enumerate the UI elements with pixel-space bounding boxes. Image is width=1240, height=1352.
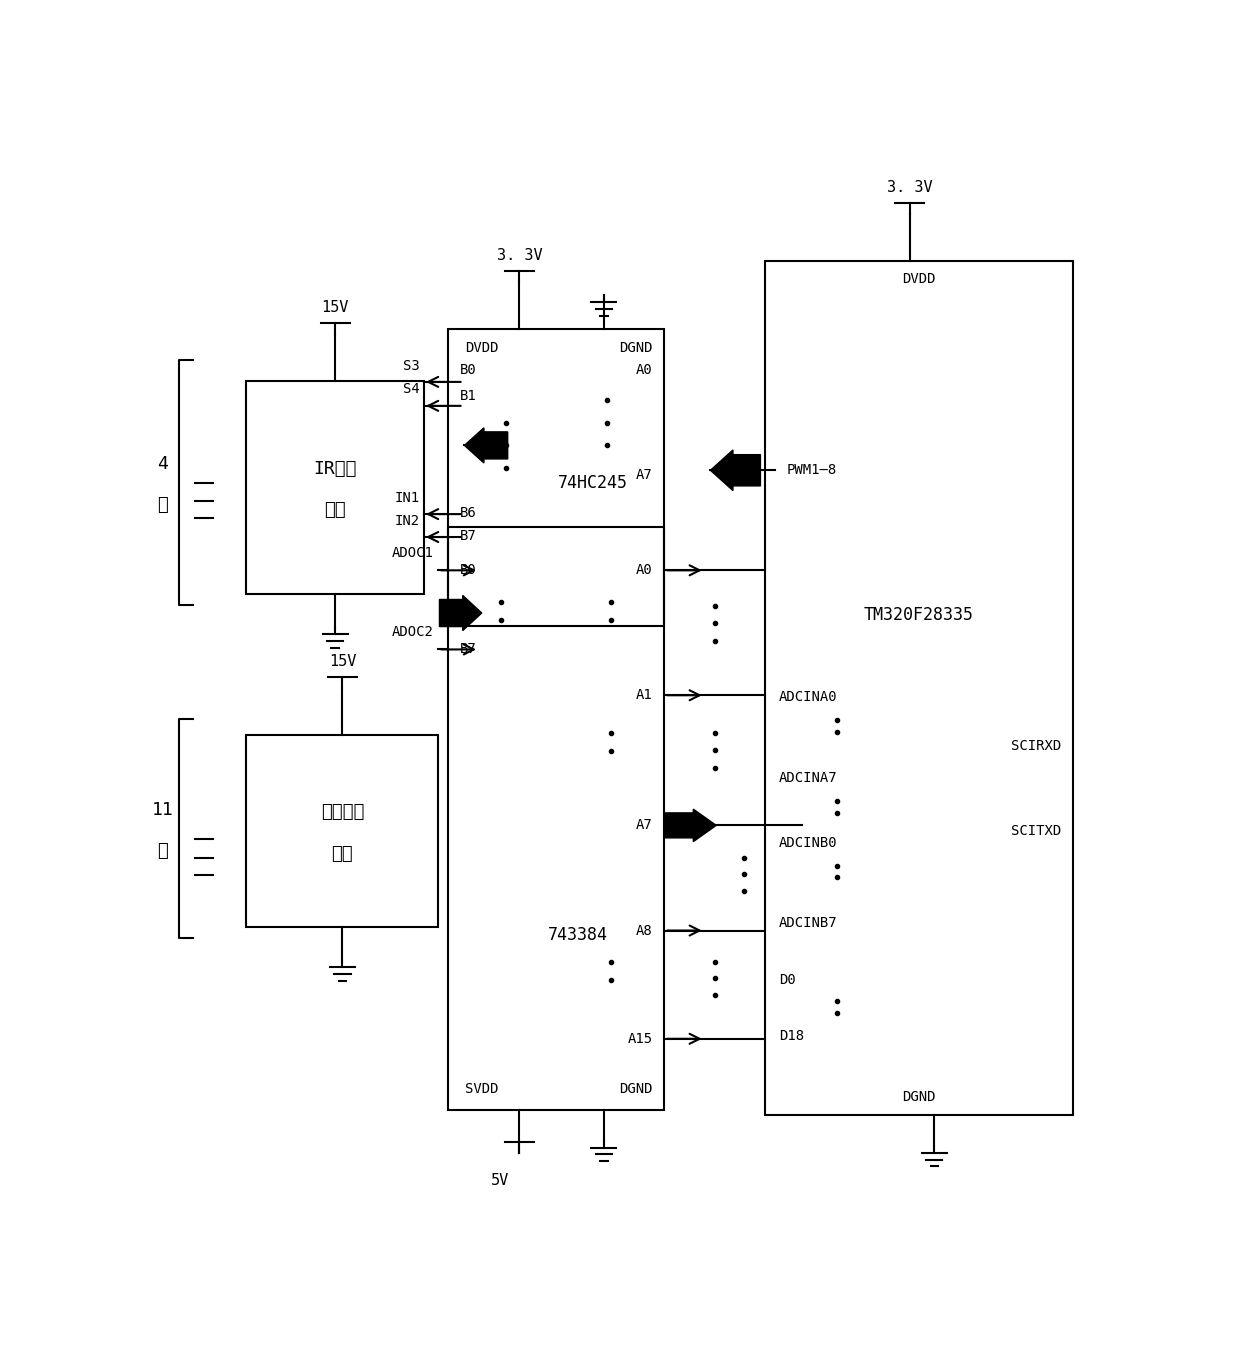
- FancyArrow shape: [666, 808, 717, 842]
- Bar: [448, 329, 665, 626]
- Text: A15: A15: [627, 1032, 652, 1046]
- Text: 74HC245: 74HC245: [558, 475, 627, 492]
- Text: B1: B1: [460, 389, 476, 403]
- Text: B0: B0: [460, 564, 476, 577]
- Text: 15V: 15V: [329, 654, 356, 669]
- Text: 5V: 5V: [491, 1174, 510, 1188]
- Text: 电压检测: 电压检测: [321, 803, 365, 822]
- Text: ADCINB0: ADCINB0: [779, 837, 837, 850]
- Text: 个: 个: [157, 842, 169, 860]
- Text: 3. 3V: 3. 3V: [887, 180, 932, 195]
- Bar: [448, 527, 665, 1110]
- Text: 15V: 15V: [321, 300, 348, 315]
- Text: D0: D0: [779, 973, 795, 987]
- Text: S4: S4: [403, 383, 419, 396]
- Text: ADCINA0: ADCINA0: [779, 690, 837, 703]
- Text: SCITXD: SCITXD: [1011, 825, 1061, 838]
- Bar: [247, 381, 424, 595]
- Text: DGND: DGND: [619, 1082, 652, 1095]
- Text: 个: 个: [157, 496, 169, 514]
- Text: ADOC2: ADOC2: [392, 625, 434, 639]
- Text: B7: B7: [460, 642, 476, 657]
- Text: A0: A0: [636, 564, 652, 577]
- Text: S3: S3: [403, 358, 419, 373]
- Text: B0: B0: [460, 364, 476, 377]
- Text: 3. 3V: 3. 3V: [497, 247, 542, 262]
- Text: DVDD: DVDD: [465, 341, 498, 354]
- Text: A1: A1: [636, 688, 652, 702]
- Text: TM320F28335: TM320F28335: [864, 607, 973, 625]
- Text: A0: A0: [636, 364, 652, 377]
- Text: IN2: IN2: [394, 514, 419, 527]
- Text: A7: A7: [636, 468, 652, 481]
- Text: IN1: IN1: [394, 491, 419, 504]
- Text: ADCINB7: ADCINB7: [779, 915, 837, 930]
- Text: D18: D18: [779, 1029, 804, 1044]
- Text: B6: B6: [460, 506, 476, 521]
- Text: ADCINA7: ADCINA7: [779, 771, 837, 784]
- FancyArrow shape: [465, 427, 507, 462]
- Text: 4: 4: [157, 454, 169, 473]
- Text: ADOC1: ADOC1: [392, 546, 434, 560]
- Text: DGND: DGND: [619, 341, 652, 354]
- Text: SVDD: SVDD: [465, 1082, 498, 1095]
- FancyArrow shape: [439, 595, 481, 630]
- Text: B7: B7: [460, 529, 476, 544]
- Text: PWM1—8: PWM1—8: [786, 464, 837, 477]
- Bar: [247, 735, 439, 927]
- Text: SCIRXD: SCIRXD: [1011, 740, 1061, 753]
- Text: DGND: DGND: [903, 1090, 936, 1105]
- Text: 11: 11: [151, 800, 174, 819]
- FancyArrow shape: [711, 450, 760, 491]
- Text: 单元: 单元: [325, 502, 346, 519]
- Bar: [765, 261, 1073, 1115]
- Text: 单元: 单元: [331, 845, 353, 863]
- Text: 743384: 743384: [548, 926, 608, 944]
- Text: A8: A8: [636, 923, 652, 937]
- Text: DVDD: DVDD: [903, 272, 936, 285]
- Text: A7: A7: [636, 818, 652, 833]
- Text: IR驱动: IR驱动: [314, 460, 357, 477]
